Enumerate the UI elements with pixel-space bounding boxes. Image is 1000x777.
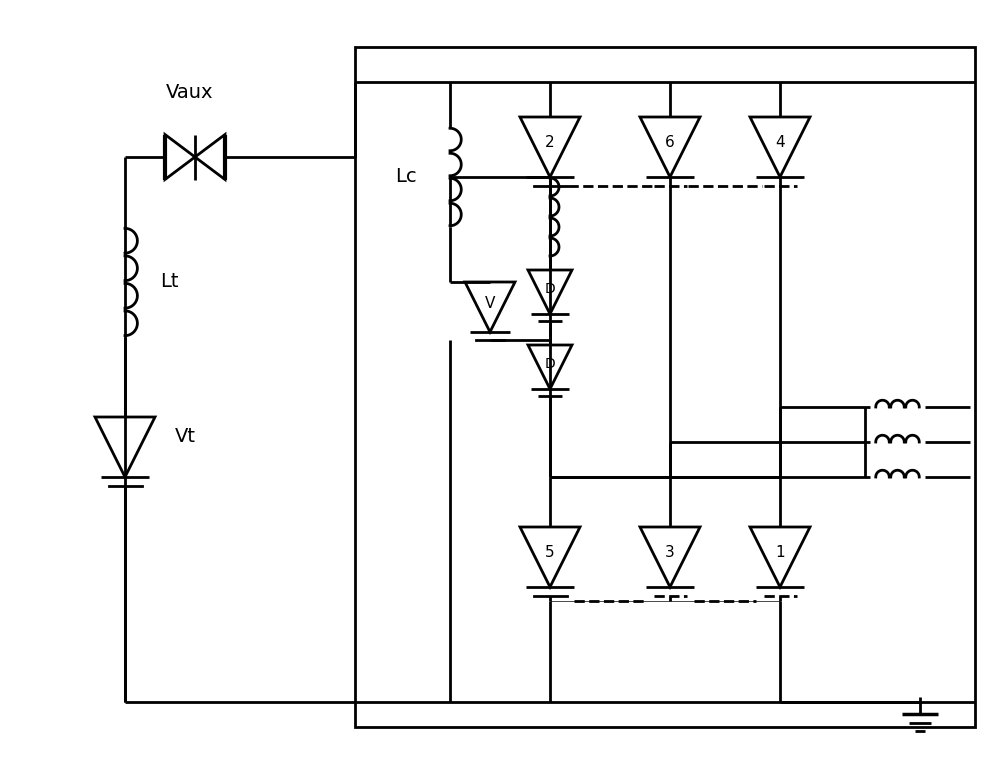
Text: 1: 1: [775, 545, 785, 560]
Text: 2: 2: [545, 135, 555, 150]
Text: 3: 3: [665, 545, 675, 560]
Text: Lc: Lc: [395, 168, 417, 186]
Bar: [355, 47, 975, 727]
Text: 6: 6: [665, 135, 675, 150]
Text: Vaux: Vaux: [166, 83, 214, 102]
Text: Vt: Vt: [175, 427, 196, 447]
Text: Lt: Lt: [160, 273, 178, 291]
Text: D: D: [545, 282, 555, 296]
Text: D: D: [545, 357, 555, 371]
Text: V: V: [485, 296, 495, 311]
Text: 4: 4: [775, 135, 785, 150]
Text: 5: 5: [545, 545, 555, 560]
